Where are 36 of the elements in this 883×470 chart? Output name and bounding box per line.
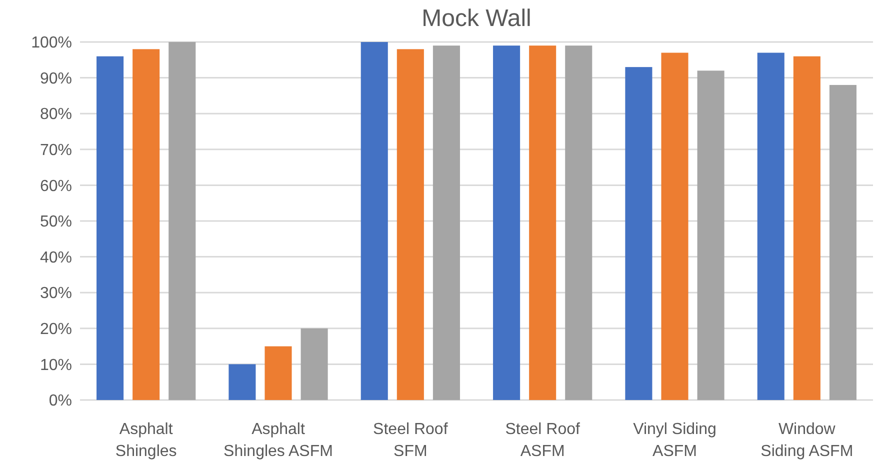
y-tick-label: 100%	[31, 34, 72, 52]
bar	[529, 46, 556, 400]
bar	[829, 84, 856, 400]
chart-title: Mock Wall	[422, 5, 532, 32]
bar	[625, 67, 652, 400]
y-tick-label: 50%	[40, 214, 72, 231]
y-tick-label: 90%	[40, 70, 72, 88]
bar	[493, 46, 520, 400]
x-tick-label: Vinyl Siding ASFM	[633, 421, 716, 460]
x-tick-label: Steel Roof SFM	[373, 421, 448, 460]
bar	[264, 346, 292, 400]
bar	[432, 46, 460, 400]
bar	[228, 364, 256, 400]
x-tick-label: Window Siding ASFM	[760, 421, 854, 460]
bar	[661, 52, 688, 400]
bar	[793, 56, 820, 400]
bar	[132, 49, 160, 400]
x-tick-label: Steel Roof ASFM	[505, 421, 580, 460]
bar	[96, 56, 124, 400]
bar	[168, 42, 196, 400]
y-tick-label: 10%	[40, 356, 72, 374]
y-tick-label: 40%	[40, 249, 72, 266]
y-tick-label: 30%	[40, 285, 72, 302]
y-tick-label: 20%	[40, 321, 72, 338]
y-tick-label: 70%	[40, 142, 72, 159]
bar	[565, 46, 592, 400]
y-tick-label: 0%	[48, 392, 72, 410]
bar	[396, 49, 424, 400]
bar	[757, 52, 784, 400]
x-tick-label: Asphalt Shingles	[115, 421, 177, 460]
y-tick-label: 80%	[40, 106, 72, 124]
bar	[360, 42, 388, 400]
y-tick-label: 60%	[40, 178, 72, 195]
x-tick-label: Asphalt Shingles ASFM	[224, 421, 333, 460]
bar	[697, 70, 724, 400]
bar	[300, 328, 328, 400]
